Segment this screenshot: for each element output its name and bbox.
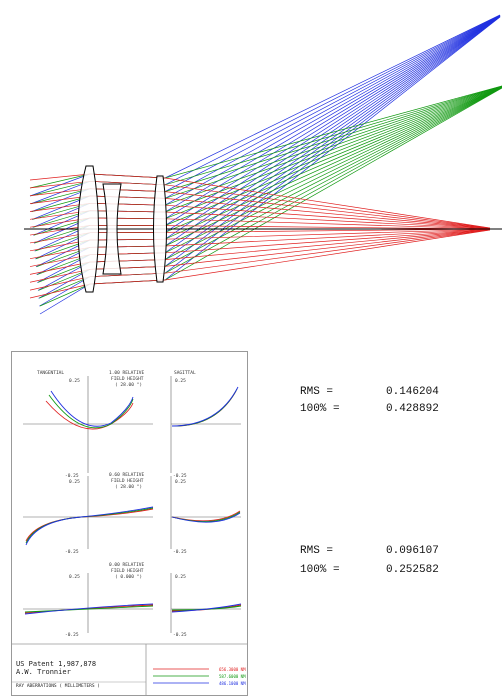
rms-stat-1: RMS = 0.146204 [300,386,439,398]
red-ray-8 [29,224,491,236]
red-ray-11 [29,228,491,260]
field-3-tan-curve-3 [24,603,154,615]
lens-element-1 [77,165,99,293]
wavelength-label-1: 656.3000 NM [219,667,246,672]
field-2-sag-curve-3 [171,512,241,523]
blue-ray-2 [30,14,501,205]
red-ray-7 [29,217,491,230]
max-label-1: 100% = [300,403,340,415]
rms-stat-2: RMS = 0.096107 [300,545,439,557]
max-stat-2: 100% = 0.252582 [300,564,439,576]
patent-author: A.W. Tronnier [16,668,71,676]
max-value-2: 0.252582 [386,564,439,576]
lens-layout-diagram [24,14,502,315]
rms-label-1: RMS = [300,386,334,398]
lens-element-3 [153,175,167,283]
blue-ray-7 [33,15,501,244]
red-ray-12 [29,229,491,267]
field-1-tan-scale-bottom: -0.25 [65,473,79,479]
wavelength-legend [153,668,209,684]
rms-value-2: 0.096107 [386,545,439,557]
plot-caption: RAY ABERRATIONS ( MILLIMETERS ) [16,684,100,689]
field-3-sag-curve-2 [171,605,242,611]
field-1-tan-curve-2 [48,394,134,429]
field-1-line2: FIELD HEIGHT [111,376,144,382]
field-2-sag-scale-top: 0.25 [175,479,186,485]
wavelength-label-2: 587.6000 NM [219,674,246,679]
red-ray-1 [29,173,491,229]
field-3-line2: FIELD HEIGHT [111,568,144,574]
red-ray-15 [29,229,491,291]
field-3-tan-curve-1 [24,604,154,614]
field-2-sag-scale-bottom: -0.25 [173,549,187,555]
patent-number: US Patent 1,987,878 [16,660,97,668]
red-ray-14 [29,229,491,283]
red-ray-9 [29,228,491,244]
field-1-line1: 1.00 RELATIVE [109,370,145,376]
field-3-sag-scale-top: 0.25 [175,574,186,580]
field-1-tan-scale-top: 0.25 [69,378,80,384]
field-block-2: 0.60 RELATIVE FIELD HEIGHT ( 28.00 °) 0.… [65,472,187,555]
red-ray-5 [29,202,491,229]
red-ray-13 [29,229,491,275]
max-value-1: 0.428892 [386,403,439,415]
field-block-1: 1.00 RELATIVE FIELD HEIGHT ( 28.00 °) 0.… [65,370,187,479]
field-3-sag-scale-bottom: -0.25 [173,632,187,638]
ray-aberration-plot: TANGENTIAL SAGITTAL 1.00 RELATIVE FIELD … [11,351,248,696]
field-1-line3: ( 28.00 °) [115,382,142,388]
red-ray-16 [29,229,491,299]
max-stat-1: 100% = 0.428892 [300,403,439,415]
field-1-sag-curve-3 [171,386,239,427]
field-2-tan-scale-bottom: -0.25 [65,549,79,555]
green-ray-8 [34,86,502,244]
lens-element-2 [102,183,122,275]
tangential-label: TANGENTIAL [37,370,64,376]
field-1-tan-curve-3 [50,390,134,427]
field-3-sag-curve-3 [171,603,242,613]
ray-fan-curves [24,386,242,615]
field-block-3: 0.00 RELATIVE FIELD HEIGHT ( 0.000 °) 0.… [65,562,187,638]
green-ray-6 [33,86,502,228]
red-ray-6 [29,210,491,230]
red-ray-2 [29,180,491,229]
field-2-tan-curve-3 [25,506,154,546]
blue-ray-6 [33,15,501,236]
field-3-line1: 0.00 RELATIVE [109,562,145,568]
red-ray-4 [29,195,491,229]
field-3-tan-scale-top: 0.25 [69,574,80,580]
rms-value-1: 0.146204 [386,386,439,398]
rms-label-2: RMS = [300,545,334,557]
field-2-tan-scale-top: 0.25 [69,479,80,485]
max-label-2: 100% = [300,564,340,576]
red-ray-3 [29,188,491,229]
field-3-tan-scale-bottom: -0.25 [65,632,79,638]
field-3-line3: ( 0.000 °) [115,574,142,580]
sagittal-label: SAGITTAL [174,370,196,376]
lens-elements [77,165,167,293]
wavelength-label-3: 486.1000 NM [219,681,246,686]
red-ray-10 [29,228,491,252]
ray-bundle-red [29,173,491,299]
blue-ray-8 [34,15,501,252]
field-1-sag-scale-top: 0.25 [175,378,186,384]
field-1-sag-scale-bottom: -0.25 [173,473,187,479]
green-ray-1 [29,85,502,189]
field-2-line1: 0.60 RELATIVE [109,472,145,478]
field-2-line3: ( 28.00 °) [115,484,142,490]
field-2-line2: FIELD HEIGHT [111,478,144,484]
field-3-tan-curve-2 [24,605,154,613]
